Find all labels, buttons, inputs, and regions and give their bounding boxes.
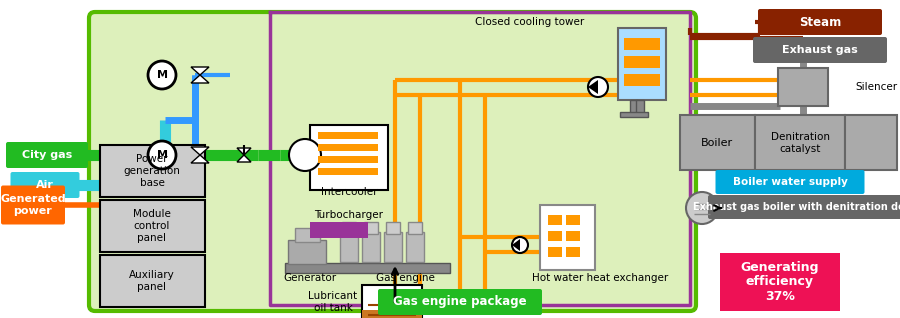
Bar [624, 38, 660, 50]
Bar [100, 200, 205, 252]
FancyBboxPatch shape [89, 12, 696, 311]
Bar [720, 253, 840, 311]
Bar [540, 205, 595, 270]
Bar [310, 222, 368, 238]
Text: Hot water heat exchanger: Hot water heat exchanger [532, 273, 668, 283]
Polygon shape [191, 155, 209, 163]
Bar [566, 247, 580, 257]
Text: Generated
power: Generated power [0, 194, 66, 216]
Text: Boiler water supply: Boiler water supply [733, 177, 848, 187]
Bar [624, 74, 660, 86]
Circle shape [512, 237, 528, 253]
Bar [548, 215, 562, 225]
Bar [100, 145, 205, 197]
Bar [624, 56, 660, 68]
Circle shape [289, 139, 321, 171]
Bar [618, 28, 666, 100]
Bar [636, 100, 644, 114]
Text: Steam: Steam [799, 16, 842, 29]
Polygon shape [512, 239, 520, 251]
Bar [340, 232, 358, 262]
Bar [680, 115, 755, 170]
Text: Generator: Generator [284, 273, 337, 283]
Bar [778, 68, 828, 106]
Text: Boiler: Boiler [701, 138, 734, 148]
Circle shape [588, 77, 608, 97]
Text: M: M [157, 70, 167, 80]
Polygon shape [237, 155, 251, 162]
Bar [406, 232, 424, 262]
FancyBboxPatch shape [11, 172, 79, 198]
FancyBboxPatch shape [1, 185, 65, 225]
Circle shape [686, 192, 718, 224]
Bar [285, 263, 450, 273]
Bar [362, 285, 422, 318]
Bar [386, 222, 400, 234]
Text: Module
control
panel: Module control panel [133, 209, 171, 243]
Bar [364, 222, 378, 234]
Bar [548, 231, 562, 241]
Bar [548, 247, 562, 257]
Text: M: M [157, 150, 167, 160]
Text: Gas engine package: Gas engine package [393, 295, 526, 308]
Text: Generating
efficiency
37%: Generating efficiency 37% [741, 260, 819, 303]
Bar [384, 232, 402, 262]
Text: Turbocharger: Turbocharger [314, 210, 383, 220]
Polygon shape [191, 147, 209, 155]
Bar [845, 115, 897, 170]
Bar [342, 222, 356, 234]
Bar [318, 144, 378, 151]
FancyBboxPatch shape [758, 9, 882, 35]
Bar [288, 240, 326, 264]
Text: Auxiliary
panel: Auxiliary panel [129, 270, 175, 292]
Text: Power
generation
base: Power generation base [123, 155, 180, 188]
Text: Air: Air [36, 180, 54, 190]
Bar [566, 215, 580, 225]
Bar [318, 156, 378, 163]
Text: Exhaust gas boiler with denitration device: Exhaust gas boiler with denitration devi… [693, 202, 900, 212]
FancyBboxPatch shape [708, 195, 900, 219]
FancyBboxPatch shape [716, 170, 865, 194]
Bar [566, 231, 580, 241]
Text: City gas: City gas [22, 150, 72, 160]
Bar [755, 115, 845, 170]
Text: Denitration
catalyst: Denitration catalyst [770, 132, 830, 154]
Text: Lubricant
oil tank: Lubricant oil tank [309, 291, 357, 313]
Bar [295, 228, 320, 242]
Text: Gas engine: Gas engine [375, 273, 435, 283]
Text: Silencer: Silencer [855, 82, 897, 92]
Bar [408, 222, 422, 234]
Text: Intercooler: Intercooler [320, 187, 377, 197]
Bar [362, 310, 422, 318]
Polygon shape [588, 80, 598, 94]
FancyBboxPatch shape [753, 37, 887, 63]
Text: Exhaust gas: Exhaust gas [782, 45, 858, 55]
Bar [318, 132, 378, 139]
Bar [620, 112, 648, 117]
Bar [100, 255, 205, 307]
Bar [362, 232, 380, 262]
Bar [318, 168, 378, 175]
Bar [630, 100, 638, 114]
Polygon shape [191, 67, 209, 75]
Polygon shape [237, 148, 251, 155]
Bar [310, 125, 388, 190]
Polygon shape [191, 75, 209, 83]
Circle shape [148, 141, 176, 169]
FancyBboxPatch shape [378, 289, 542, 315]
Circle shape [148, 61, 176, 89]
Text: Closed cooling tower: Closed cooling tower [475, 17, 585, 27]
FancyBboxPatch shape [6, 142, 88, 168]
